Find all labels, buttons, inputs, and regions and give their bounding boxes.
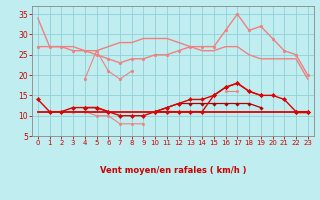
X-axis label: Vent moyen/en rafales ( km/h ): Vent moyen/en rafales ( km/h ) xyxy=(100,166,246,175)
